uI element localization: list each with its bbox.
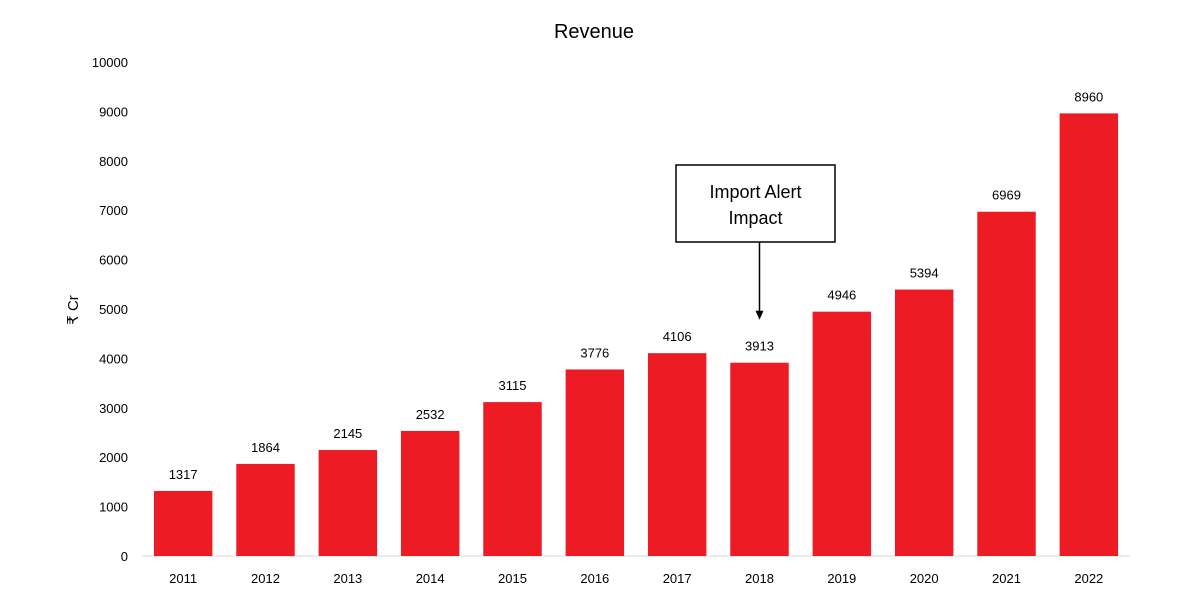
bar (1059, 113, 1119, 556)
data-label: 1864 (251, 440, 280, 455)
data-label: 2145 (333, 426, 362, 441)
x-tick-label: 2014 (416, 571, 445, 586)
bar (236, 463, 295, 556)
bar (153, 490, 213, 556)
bar (977, 211, 1036, 557)
bar (894, 289, 954, 556)
y-tick-label: 2000 (99, 450, 128, 465)
y-tick-label: 4000 (99, 351, 128, 366)
x-tick-label: 2018 (745, 571, 774, 586)
y-axis-label: ₹ Cr (65, 295, 82, 325)
y-tick-label: 1000 (99, 500, 128, 515)
data-label: 5394 (910, 266, 939, 281)
data-label: 6969 (992, 188, 1021, 203)
x-tick-label: 2020 (910, 571, 939, 586)
data-label: 8960 (1074, 89, 1103, 104)
bar (318, 450, 378, 556)
data-label: 3115 (499, 378, 527, 393)
bar (400, 430, 460, 556)
data-label: 4106 (663, 329, 692, 344)
data-labels-group: 1317 1864 2145 2532 3115 3776 4106 3913 4946 5394… (169, 89, 1104, 482)
y-tick-label: 0 (121, 549, 128, 564)
x-tick-label: 2022 (1074, 571, 1103, 586)
bar (730, 362, 789, 556)
bar (812, 311, 872, 556)
bars-group (153, 113, 1119, 557)
annotation-text-line-1: Import Alert (709, 182, 801, 202)
x-axis-ticks: 2011 2012 2013 2014 2015 2016 2017 2018 2019 2020… (169, 571, 1103, 586)
y-tick-label: 7000 (99, 203, 128, 218)
data-label: 3913 (745, 339, 774, 354)
x-tick-label: 2015 (498, 571, 527, 586)
bar (483, 402, 542, 556)
data-label: 4946 (827, 288, 856, 303)
y-tick-label: 10000 (92, 55, 128, 70)
annotation-arrow-head (755, 310, 764, 320)
data-label: 2532 (416, 407, 445, 422)
y-tick-label: 3000 (99, 401, 128, 416)
y-axis-ticks: 0 1000 2000 3000 4000 5000 6000 7000 8000 9000 100… (92, 55, 128, 564)
y-tick-label: 5000 (99, 302, 128, 317)
x-tick-label: 2012 (251, 571, 280, 586)
data-label: 3776 (580, 345, 609, 360)
bar (647, 353, 707, 556)
bar (565, 369, 625, 556)
chart-title: Revenue (554, 21, 634, 43)
y-tick-label: 6000 (99, 253, 128, 268)
annotation-box (675, 164, 836, 243)
x-tick-label: 2017 (663, 571, 692, 586)
x-tick-label: 2011 (169, 571, 197, 586)
x-tick-label: 2016 (580, 571, 609, 586)
y-tick-label: 9000 (99, 104, 128, 119)
x-tick-label: 2019 (827, 571, 856, 586)
annotation-text-line-2: Impact (728, 208, 782, 228)
x-tick-label: 2021 (992, 571, 1021, 586)
x-tick-label: 2013 (333, 571, 362, 586)
y-tick-label: 8000 (99, 154, 128, 169)
data-label: 1317 (169, 467, 198, 482)
annotation-group: Import Alert Impact (675, 164, 836, 320)
